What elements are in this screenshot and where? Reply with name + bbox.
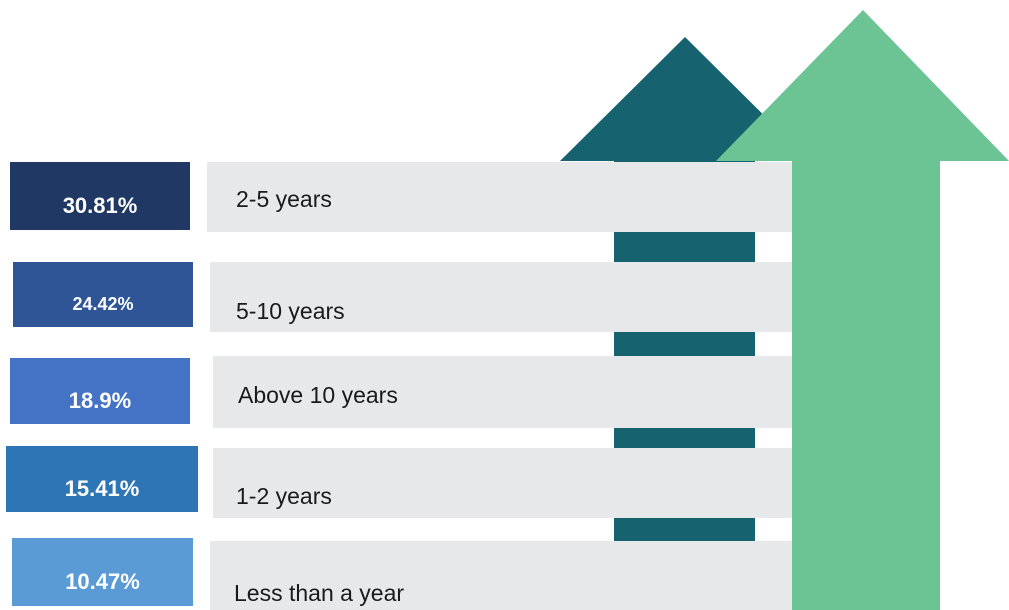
value-box-5: 10.47% (12, 538, 193, 606)
value-box-2: 24.42% (13, 262, 193, 327)
value-box-3: 18.9% (10, 358, 190, 424)
value-box-4: 15.41% (6, 446, 198, 512)
category-bar-4 (213, 448, 792, 518)
category-label-3: Above 10 years (238, 382, 398, 408)
green-arrow-head (716, 10, 1009, 161)
value-label-4: 15.41% (64, 476, 140, 501)
value-label-3: 18.9% (68, 388, 132, 413)
dark-arrow-shaft (614, 161, 755, 541)
value-label-1: 30.81% (62, 193, 138, 218)
category-label-1: 2-5 years (236, 186, 332, 212)
category-bar-1 (207, 162, 792, 232)
value-box-1: 30.81% (10, 162, 190, 230)
green-arrow-shaft (792, 161, 940, 610)
category-label-2: 5-10 years (236, 298, 345, 324)
category-label-5: Less than a year (234, 580, 405, 606)
category-bar-5 (210, 541, 792, 610)
category-bar-3 (213, 356, 792, 428)
category-bar-2 (210, 262, 792, 332)
value-label-2: 24.42% (72, 294, 134, 314)
category-label-4: 1-2 years (236, 483, 332, 509)
value-label-5: 10.47% (65, 569, 140, 594)
